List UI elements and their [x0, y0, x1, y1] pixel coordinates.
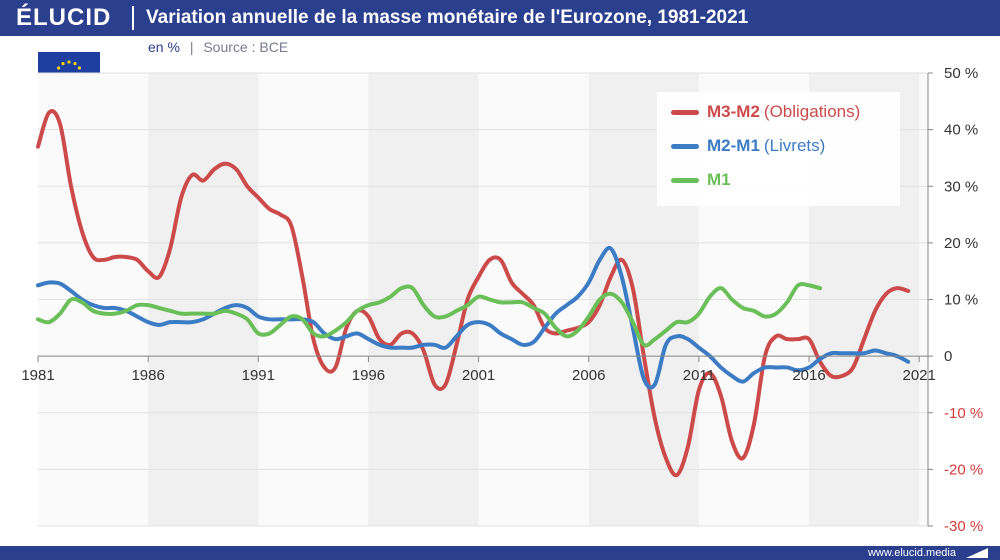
- source-label: Source : BCE: [203, 39, 289, 55]
- flag-star: [67, 60, 71, 64]
- y-tick-label: -20 %: [944, 461, 983, 478]
- legend-item-m3m2: M3-M2 (Obligations): [671, 100, 860, 124]
- legend-label-m1: M1: [707, 170, 731, 189]
- series-line-3: [36, 281, 823, 348]
- elucid-mark-icon: [966, 548, 988, 558]
- y-tick-label: 50 %: [944, 65, 978, 82]
- chart-title: Variation annuelle de la masse monétaire…: [146, 7, 749, 28]
- y-tick-label: 0: [944, 348, 952, 365]
- x-tick-label: 2021: [903, 367, 936, 384]
- unit-label: en %: [148, 39, 180, 55]
- series-line-2: [36, 246, 911, 390]
- y-tick-label: 40 %: [944, 122, 978, 139]
- flag-star: [57, 66, 61, 70]
- y-tick-label: -30 %: [944, 518, 983, 535]
- y-tick-label: 20 %: [944, 235, 978, 252]
- legend-label-m3m2: M3-M2: [707, 102, 760, 121]
- x-tick-label: 1986: [131, 367, 164, 384]
- footer-url: www.elucid.media: [867, 547, 956, 559]
- flag-star: [77, 66, 81, 70]
- chart-subtitle: en % | Source : BCE: [148, 39, 288, 55]
- header-bar: ÉLUCID Variation annuelle de la masse mo…: [0, 0, 1000, 36]
- x-tick-label: 2006: [572, 367, 605, 384]
- axes: 1981 1986 1991 1996 2001 2006 2011 2016 2021 50 %…: [21, 65, 983, 535]
- x-tick-label: 1991: [242, 367, 275, 384]
- y-tick-label: -10 %: [944, 405, 983, 422]
- header-divider: [132, 6, 134, 30]
- footer-bar: www.elucid.media: [0, 546, 1000, 560]
- series-lines: [36, 109, 911, 478]
- flag-star: [61, 62, 65, 66]
- x-tick-label: 1996: [352, 367, 385, 384]
- legend-desc-m3m2: (Obligations): [763, 102, 861, 121]
- y-tick-label: 10 %: [944, 292, 978, 309]
- x-tick-label: 2001: [462, 367, 495, 384]
- x-tick-label: 1981: [21, 367, 54, 384]
- legend-desc-m2m1: (Livrets): [763, 136, 826, 155]
- legend-swatch-m2m1: [671, 143, 699, 149]
- legend: M3-M2 (Obligations) M2-M1 (Livrets) M1: [657, 92, 900, 206]
- subtitle-separator: |: [189, 39, 194, 55]
- legend-swatch-m3m2: [671, 109, 699, 115]
- line-chart: 1981 1986 1991 1996 2001 2006 2011 2016 2021 50 %…: [21, 65, 983, 535]
- legend-swatch-m1: [671, 177, 699, 183]
- elucid-logo: ÉLUCID: [16, 4, 112, 31]
- flag-star: [73, 62, 77, 66]
- x-tick-label: 2016: [792, 367, 825, 384]
- series-line-1: [36, 109, 911, 478]
- legend-item-m1: M1: [671, 168, 731, 192]
- x-tick-label: 2011: [683, 367, 715, 384]
- y-tick-label: 30 %: [944, 178, 978, 195]
- legend-label-m2m1: M2-M1: [707, 136, 760, 155]
- legend-item-m2m1: M2-M1 (Livrets): [671, 134, 825, 158]
